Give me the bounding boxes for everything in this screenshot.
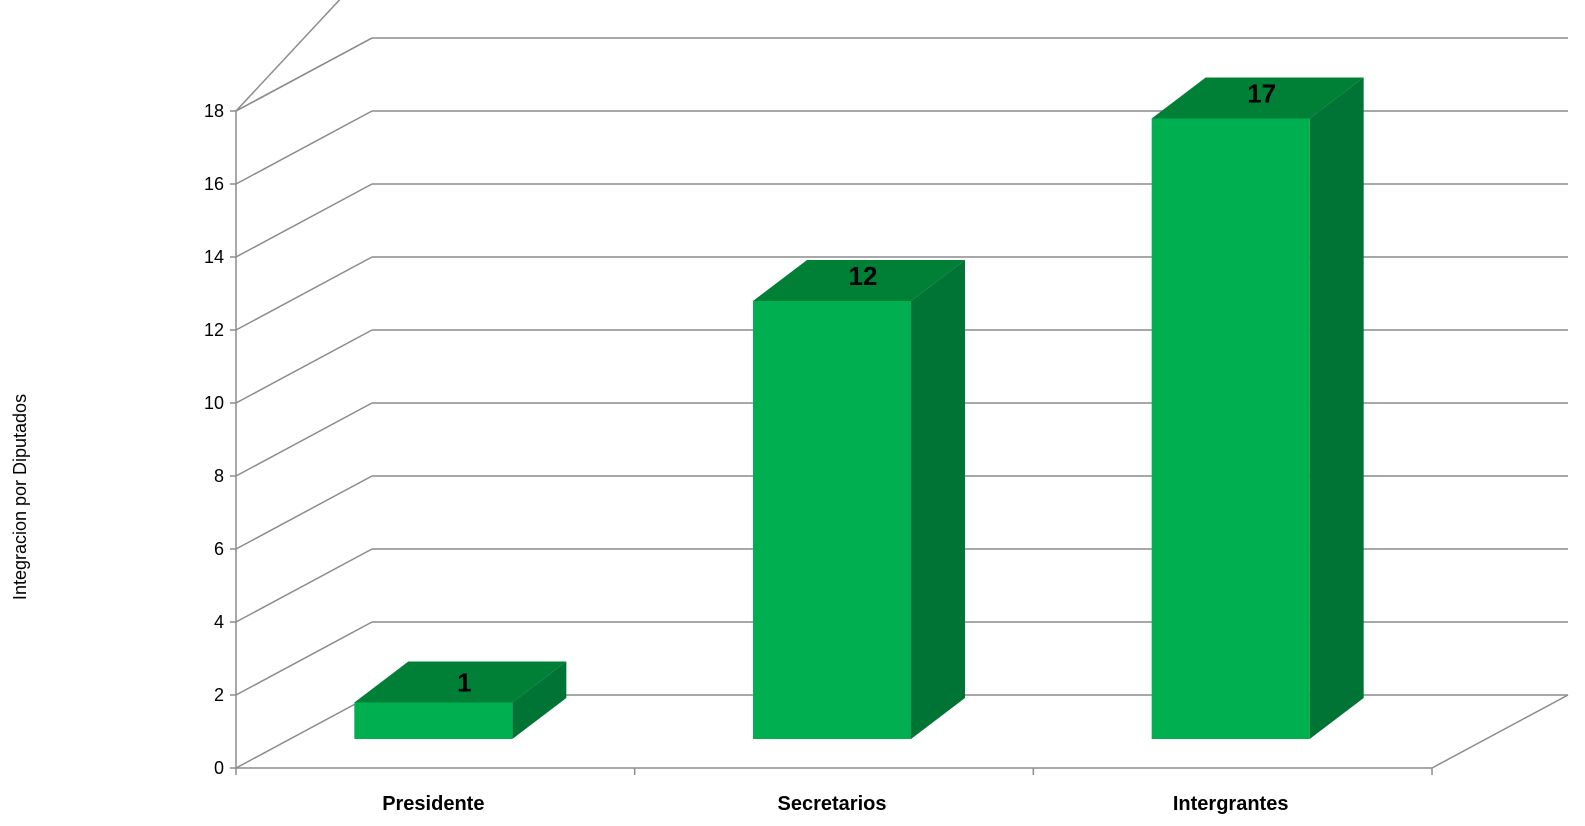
bar-front-face [753,301,911,739]
x-category-label: Secretarios [778,793,887,815]
gridlines [235,0,1569,769]
y-tick-label: 18 [204,101,224,121]
gridline-side-12 [235,256,373,331]
bar-side-face [911,260,965,739]
x-category-label: Presidente [382,793,484,815]
gridline-side-8 [235,402,373,477]
bar-front-face [354,702,513,739]
bar-top-face [354,661,567,703]
y-tick-label: 6 [214,539,224,559]
labels: 1 Presidente 12 Secretarios 17 Intergrantes [382,79,1288,816]
bar-side-face [1309,77,1364,739]
y-tick-label: 16 [204,174,224,194]
gridline-side-16 [235,110,373,185]
gridline-side-0 [235,694,373,769]
bar-top-face [753,260,965,301]
bar-presidente [354,661,567,739]
y-tick-label: 12 [204,320,224,340]
bar-top-face [1151,77,1364,119]
data-label: 17 [1247,79,1276,109]
y-tick-label: 14 [204,247,224,267]
gridline-side-14 [235,183,373,258]
data-label: 1 [457,668,471,698]
gridline-side-10 [235,329,373,404]
data-label: 12 [849,261,878,291]
side-wall-top-edge [235,0,341,112]
bar-intergrantes [1151,77,1364,739]
gridline-side-6 [235,475,373,550]
gridline-side-2 [235,621,373,696]
axes: 0 2 4 6 8 10 12 14 16 18 [204,101,1433,778]
y-tick-label: 10 [204,393,224,413]
side-wall-top [235,37,373,112]
x-category-label: Intergrantes [1173,793,1289,815]
y-axis-title: Integracion por Diputados [10,394,30,600]
gridline-side-4 [235,548,373,623]
floor-right-edge [1431,694,1569,769]
y-tick-label: 0 [214,758,224,778]
bar-front-face [1151,118,1310,739]
y-tick-label: 4 [214,612,224,632]
bar-secretarios [753,260,965,739]
bars [354,77,1364,739]
y-tick-label: 2 [214,685,224,705]
bar-side-face [512,661,567,739]
y-tick-label: 8 [214,466,224,486]
